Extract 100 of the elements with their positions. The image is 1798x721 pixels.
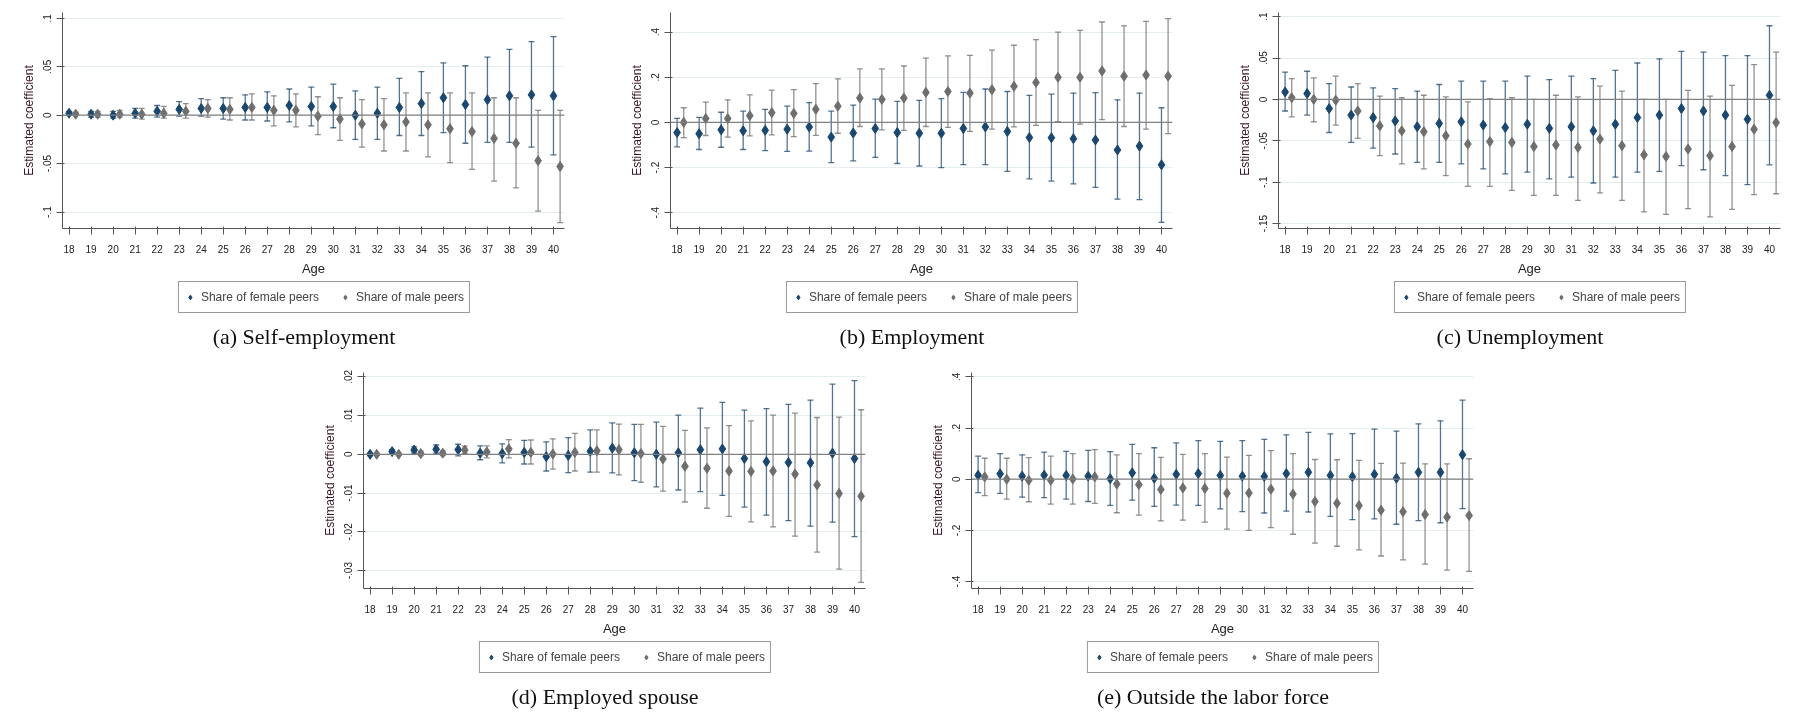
x-tick-label: 21 <box>737 243 750 255</box>
point <box>1611 118 1620 130</box>
x-tick-label: 34 <box>1631 243 1644 255</box>
x-tick-label: 35 <box>1653 243 1666 255</box>
x-tick-label: 24 <box>496 603 509 615</box>
x-tick-label: 32 <box>979 243 992 255</box>
point <box>1062 469 1071 481</box>
x-tick-label: 35 <box>738 603 751 615</box>
x-tick-label: 33 <box>1609 243 1622 255</box>
point <box>723 113 732 125</box>
y-tick-label: 0 <box>1258 96 1270 103</box>
point <box>505 90 514 102</box>
x-tick-label: 39 <box>1741 243 1754 255</box>
point <box>1326 469 1335 481</box>
y-tick-label: -.2 <box>951 524 963 537</box>
legend-label: Share of female peers <box>808 290 928 304</box>
legend-label: Share of male peers <box>1572 290 1681 304</box>
point <box>395 101 404 113</box>
point <box>219 102 228 114</box>
point <box>805 121 814 133</box>
point <box>241 101 250 113</box>
x-tick-label: 32 <box>371 243 384 255</box>
point <box>181 105 190 117</box>
x-tick-label: 23 <box>781 243 794 255</box>
x-tick-label: 40 <box>547 243 560 255</box>
x-tick-label: 26 <box>1148 603 1161 615</box>
x-tick-label: 30 <box>327 243 340 255</box>
x-tick-label: 29 <box>305 243 318 255</box>
point <box>1282 468 1291 480</box>
x-tick-label: 32 <box>1587 243 1600 255</box>
y-axis-title: Estimated coefficient <box>1237 64 1252 176</box>
point <box>761 124 770 136</box>
x-tick-label: 39 <box>525 243 538 255</box>
x-tick-label: 39 <box>1434 603 1447 615</box>
x-tick-label: 36 <box>1067 243 1080 255</box>
point <box>1069 133 1078 145</box>
y-tick-label: 0 <box>650 119 662 126</box>
point <box>1091 134 1100 146</box>
x-tick-label: 29 <box>1521 243 1534 255</box>
x-tick-label: 19 <box>693 243 706 255</box>
point <box>1523 118 1532 130</box>
point <box>608 442 617 454</box>
y-tick-label: .02 <box>343 369 355 384</box>
y-tick-label: -.1 <box>1258 175 1270 188</box>
point <box>1260 470 1269 482</box>
y-tick-label: .1 <box>1258 12 1270 21</box>
point <box>740 453 749 465</box>
point <box>1457 116 1466 128</box>
x-tick-label: 25 <box>1433 243 1446 255</box>
legend-label: Share of male peers <box>964 290 1073 304</box>
x-tick-label: 23 <box>474 603 487 615</box>
x-tick-label: 30 <box>935 243 948 255</box>
point <box>1216 469 1225 481</box>
legend-label: Share of female peers <box>200 290 320 304</box>
point <box>417 98 426 110</box>
point <box>1157 159 1166 171</box>
point <box>197 102 206 114</box>
x-tick-label: 32 <box>672 603 685 615</box>
x-tick-label: 34 <box>1324 603 1337 615</box>
point <box>1655 109 1664 121</box>
x-tick-label: 22 <box>759 243 772 255</box>
x-tick-label: 33 <box>393 243 406 255</box>
point <box>1113 144 1122 156</box>
point <box>849 127 858 139</box>
x-tick-label: 34 <box>415 243 428 255</box>
x-tick-label: 27 <box>1170 603 1183 615</box>
point <box>1413 121 1422 133</box>
point <box>1370 468 1379 480</box>
y-tick-label: .4 <box>650 27 662 37</box>
x-tick-label: 33 <box>1001 243 1014 255</box>
point <box>263 101 272 113</box>
legend-label: Share of female peers <box>1416 290 1536 304</box>
x-tick-label: 40 <box>848 603 861 615</box>
x-axis-title: Age <box>301 260 326 276</box>
y-tick-label: -.1 <box>42 205 54 218</box>
point <box>1677 103 1686 114</box>
y-axis-title: Estimated coefficient <box>930 424 945 536</box>
x-tick-label: 32 <box>1280 603 1293 615</box>
point <box>871 123 880 135</box>
y-tick-label: .01 <box>343 408 355 423</box>
x-tick-label: 35 <box>437 243 450 255</box>
x-tick-label: 25 <box>1126 603 1139 615</box>
point <box>784 456 793 468</box>
y-axis-title: Estimated coefficient <box>629 64 644 176</box>
point <box>1397 125 1406 137</box>
x-tick-label: 28 <box>584 603 597 615</box>
y-tick-label: -.4 <box>650 206 662 219</box>
x-tick-label: 20 <box>1016 603 1029 615</box>
y-tick-label: .05 <box>42 59 54 74</box>
point <box>1414 466 1423 478</box>
x-tick-label: 20 <box>715 243 728 255</box>
x-axis-title: Age <box>602 620 627 636</box>
x-tick-label: 26 <box>540 603 553 615</box>
x-tick-label: 18 <box>364 603 377 615</box>
point <box>959 123 968 135</box>
x-tick-label: 23 <box>1389 243 1402 255</box>
x-tick-label: 37 <box>1089 243 1102 255</box>
x-tick-label: 21 <box>1345 243 1358 255</box>
x-tick-label: 31 <box>349 243 362 255</box>
point <box>767 107 776 119</box>
